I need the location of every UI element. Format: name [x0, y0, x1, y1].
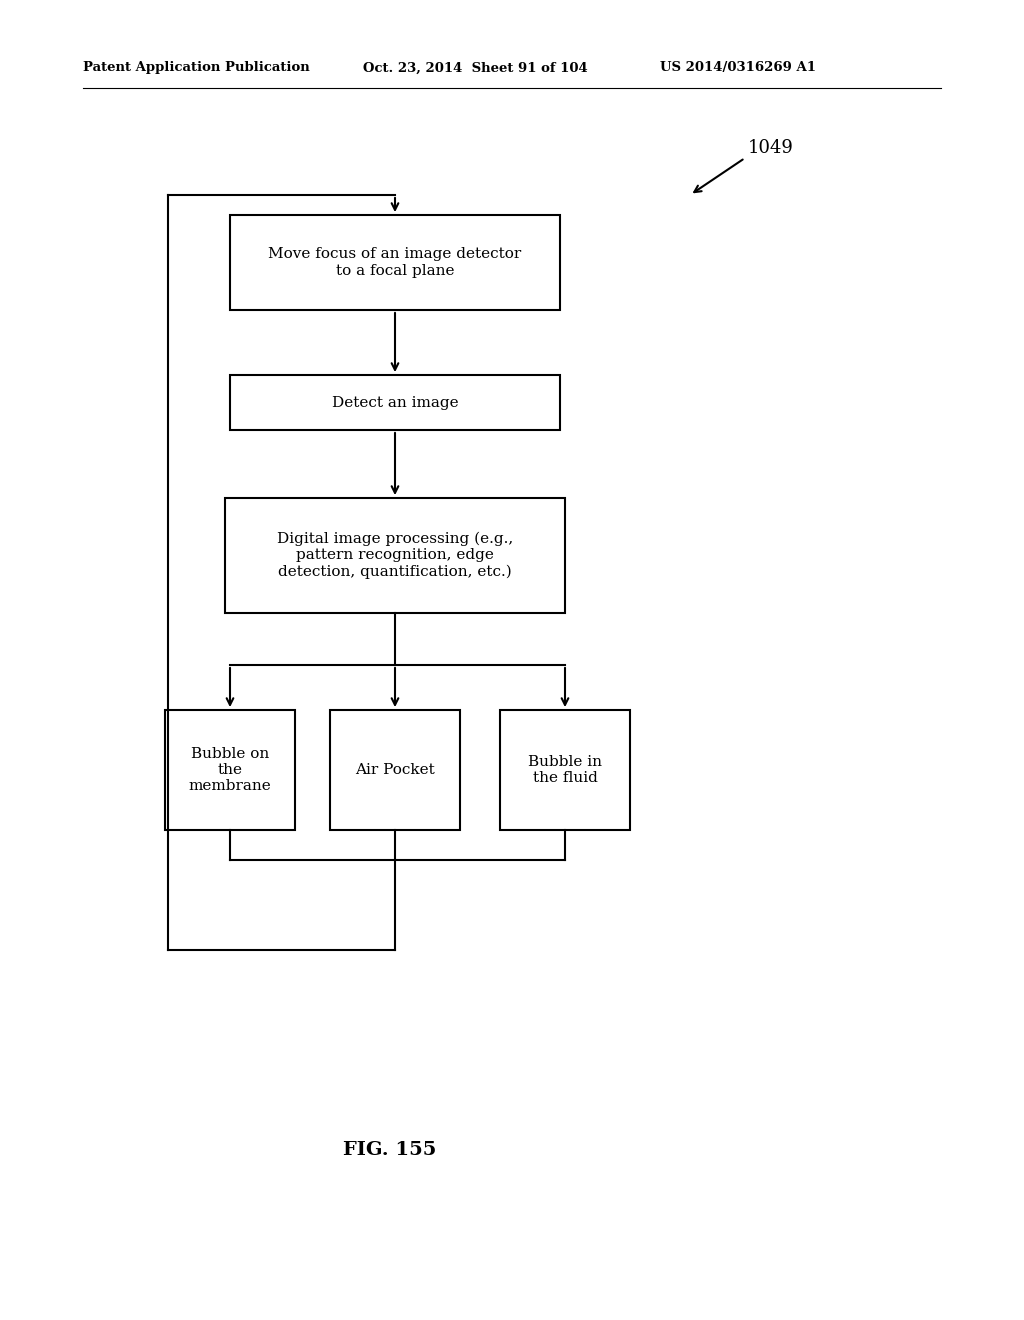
Bar	[230, 375, 560, 430]
Bar	[165, 710, 295, 830]
Bar	[500, 710, 630, 830]
Text: Detect an image: Detect an image	[332, 396, 459, 409]
Text: Oct. 23, 2014  Sheet 91 of 104: Oct. 23, 2014 Sheet 91 of 104	[362, 62, 588, 74]
Text: 1049: 1049	[748, 139, 794, 157]
Text: Patent Application Publication: Patent Application Publication	[83, 62, 309, 74]
Bar	[330, 710, 460, 830]
Text: Digital image processing (e.g.,
pattern recognition, edge
detection, quantificat: Digital image processing (e.g., pattern …	[276, 532, 513, 579]
Bar	[230, 215, 560, 310]
Text: US 2014/0316269 A1: US 2014/0316269 A1	[660, 62, 816, 74]
Text: Bubble in
the fluid: Bubble in the fluid	[528, 755, 602, 785]
Text: FIG. 155: FIG. 155	[343, 1140, 436, 1159]
Text: Move focus of an image detector
to a focal plane: Move focus of an image detector to a foc…	[268, 247, 521, 277]
Text: Air Pocket: Air Pocket	[355, 763, 435, 777]
Bar	[225, 498, 565, 612]
Text: Bubble on
the
membrane: Bubble on the membrane	[188, 747, 271, 793]
